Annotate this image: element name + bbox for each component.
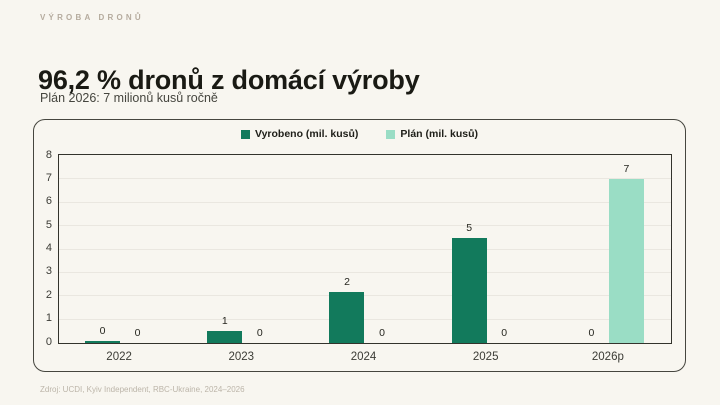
value-label: 0 (134, 327, 141, 339)
bar-2026p-plan (608, 179, 644, 343)
x-tick-label-2025: 2025 (472, 351, 499, 363)
bar-slot: 0 (364, 155, 399, 343)
value-label: 0 (501, 327, 508, 339)
legend-swatch-plan (386, 129, 396, 139)
x-tick-label-2023: 2023 (228, 351, 255, 363)
y-tick-label: 5 (45, 218, 52, 231)
gridline (59, 178, 671, 180)
bar-2025-vyrobeno (451, 237, 487, 343)
bar-slot: 7 (608, 155, 644, 343)
gridline (59, 225, 671, 227)
y-tick-label: 4 (45, 242, 52, 254)
value-label: 5 (466, 221, 473, 234)
bar-slot: 0 (120, 155, 155, 343)
source-credit: Zdroj: UCDI, Kyiv Independent, RBC-Ukrai… (40, 385, 245, 394)
legend-item-vyrobeno: Vyrobeno (mil. kusů) (240, 128, 359, 140)
page-title: 96,2 % dronů z domácí výroby (38, 65, 420, 96)
gridline (59, 271, 671, 273)
bar-slot: 0 (574, 155, 609, 343)
y-tick-label: 1 (45, 312, 52, 325)
value-label: 0 (588, 327, 595, 339)
value-label: 1 (221, 315, 228, 328)
bar-slot: 1 (207, 155, 243, 343)
gridline (59, 201, 671, 203)
value-label: 7 (623, 163, 630, 176)
y-tick-label: 6 (45, 195, 52, 208)
value-label: 0 (256, 327, 263, 339)
gridline (59, 295, 671, 297)
bar-2022-vyrobeno (85, 341, 121, 343)
y-tick-label: 2 (45, 288, 52, 301)
bar-slot: 2 (329, 155, 365, 343)
legend-label-vyrobeno: Vyrobeno (mil. kusů) (254, 128, 359, 140)
y-axis: 0 1 2 3 4 5 6 7 8 (34, 149, 52, 348)
gridline (59, 248, 671, 250)
y-tick-label: 7 (45, 171, 52, 184)
x-axis: 2022 2023 2024 2025 2026p (58, 351, 672, 367)
bar-2023-vyrobeno (207, 331, 243, 343)
kicker-label: VÝROBA DRONŮ (40, 13, 144, 22)
chart-legend: Vyrobeno (mil. kusů) Plán (mil. kusů) (34, 128, 685, 140)
y-tick-label: 8 (45, 148, 52, 161)
y-tick-label: 0 (45, 335, 52, 348)
legend-swatch-vyrobeno (240, 129, 250, 139)
y-tick-label: 3 (45, 265, 52, 278)
value-label: 0 (99, 325, 106, 338)
legend-item-plan: Plán (mil. kusů) (386, 128, 478, 140)
bar-slot: 5 (451, 155, 487, 343)
page-subtitle: Plán 2026: 7 milionů kusů ročně (40, 91, 218, 105)
value-label: 0 (379, 327, 385, 339)
bar-slot: 0 (85, 155, 121, 343)
legend-label-plan: Plán (mil. kusů) (400, 128, 479, 140)
bar-slot: 0 (242, 155, 277, 343)
bar-slot: 0 (487, 155, 522, 343)
x-tick-label-2026p: 2026p (591, 351, 624, 363)
gridline (59, 318, 671, 320)
x-tick-label-2022: 2022 (106, 351, 132, 363)
x-tick-label-2024: 2024 (350, 351, 377, 363)
bar-2024-vyrobeno (329, 291, 365, 343)
value-label: 2 (344, 275, 350, 288)
